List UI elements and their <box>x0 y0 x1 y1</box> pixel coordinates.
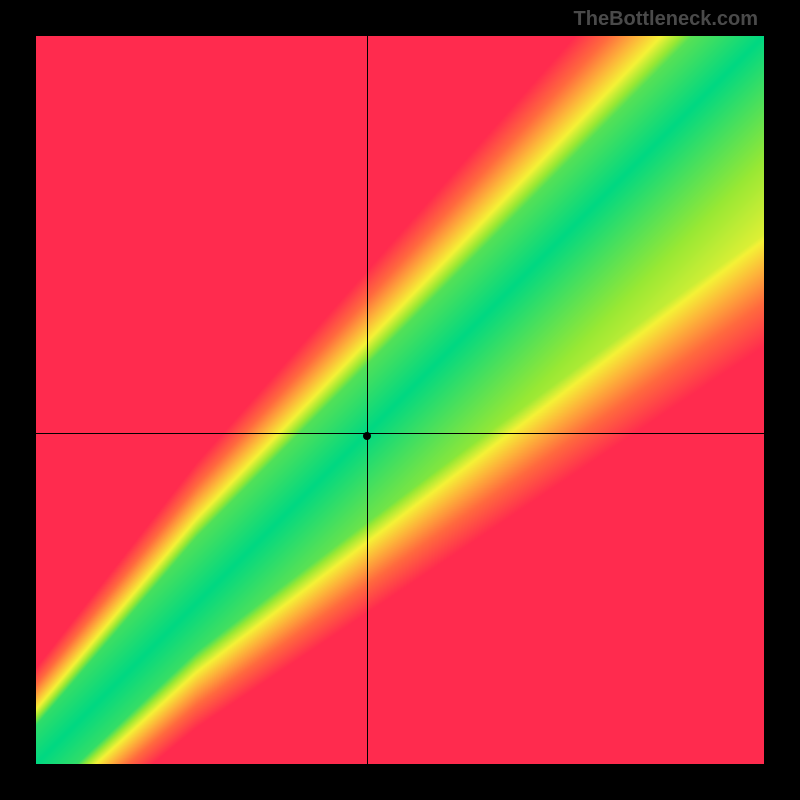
heatmap-canvas <box>36 36 764 764</box>
plot-area <box>36 36 764 764</box>
data-point-marker <box>363 432 371 440</box>
crosshair-horizontal <box>36 433 764 434</box>
chart-container: TheBottleneck.com <box>0 0 800 800</box>
watermark-text: TheBottleneck.com <box>574 8 758 31</box>
crosshair-vertical <box>367 36 368 764</box>
